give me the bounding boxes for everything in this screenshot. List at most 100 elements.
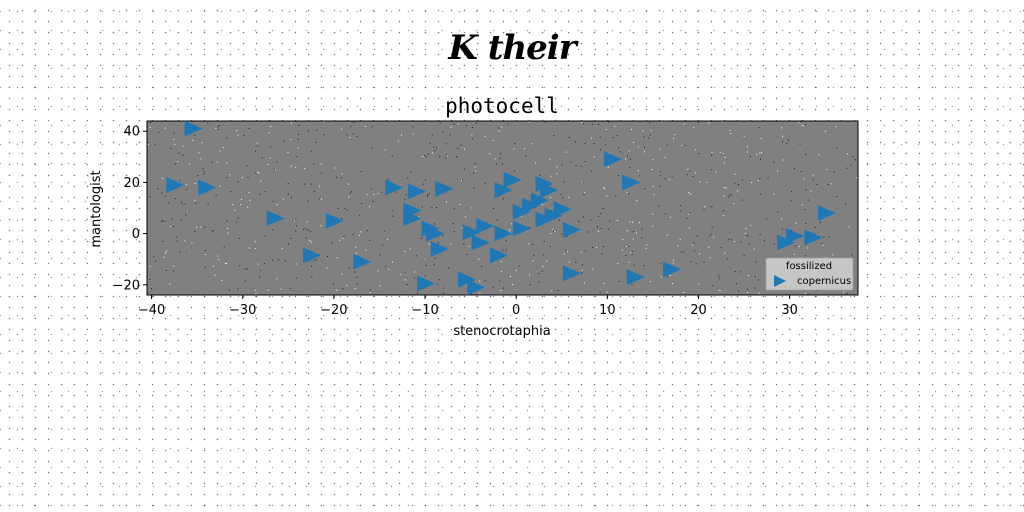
noise-speckle [498, 127, 500, 129]
noise-speckle [272, 229, 274, 231]
noise-speckle [169, 283, 171, 285]
noise-speckle [580, 251, 582, 253]
noise-speckle [217, 255, 219, 257]
noise-speckle [754, 276, 756, 278]
data-point [786, 228, 805, 245]
noise-speckle [846, 153, 848, 155]
noise-speckle [617, 262, 619, 264]
noise-speckle [748, 243, 750, 245]
noise-speckle [687, 192, 689, 194]
noise-speckle [767, 177, 769, 179]
noise-speckle [462, 179, 464, 181]
noise-speckle [743, 236, 745, 238]
noise-speckle [385, 265, 387, 267]
noise-speckle [587, 231, 589, 233]
noise-speckle [824, 130, 826, 132]
noise-speckle [218, 128, 220, 130]
noise-speckle [541, 204, 543, 206]
noise-speckle [241, 198, 243, 200]
noise-speckle [711, 206, 713, 208]
noise-speckle [525, 155, 527, 157]
noise-speckle [290, 165, 292, 167]
noise-speckle [182, 145, 184, 147]
noise-speckle [198, 152, 200, 154]
noise-speckle [290, 139, 292, 141]
noise-speckle [492, 286, 494, 288]
noise-speckle [484, 280, 486, 282]
noise-speckle [282, 198, 284, 200]
data-point [303, 247, 322, 264]
legend-marker [774, 275, 786, 287]
noise-speckle [729, 194, 731, 196]
noise-speckle [207, 122, 209, 124]
noise-speckle [590, 219, 592, 221]
noise-speckle [756, 153, 758, 155]
noise-speckle [201, 142, 203, 144]
noise-speckle [452, 223, 454, 225]
noise-speckle [724, 252, 726, 254]
noise-speckle [605, 128, 607, 130]
data-point [544, 207, 563, 224]
noise-speckle [426, 195, 428, 197]
noise-speckle [728, 238, 730, 240]
noise-speckle [425, 264, 427, 266]
noise-speckle [174, 144, 176, 146]
noise-speckle [711, 169, 713, 171]
noise-speckle [529, 284, 531, 286]
noise-speckle [706, 181, 708, 183]
noise-speckle [442, 131, 444, 133]
noise-speckle [807, 293, 809, 295]
noise-speckle [309, 240, 311, 242]
noise-speckle [401, 134, 403, 136]
noise-speckle [355, 246, 357, 248]
noise-speckle [191, 242, 193, 244]
noise-speckle [344, 208, 346, 210]
noise-speckle [255, 248, 257, 250]
noise-speckle [257, 171, 259, 173]
noise-speckle [734, 270, 736, 272]
noise-speckle [748, 275, 750, 277]
noise-speckle [514, 143, 516, 145]
noise-speckle [366, 194, 368, 196]
noise-speckle [257, 145, 259, 147]
noise-speckle [424, 258, 426, 260]
noise-speckle [259, 269, 261, 271]
noise-speckle [823, 236, 825, 238]
noise-speckle [226, 137, 228, 139]
noise-speckle [602, 208, 604, 210]
noise-speckle [598, 215, 600, 217]
noise-speckle [484, 182, 486, 184]
noise-speckle [666, 234, 668, 236]
noise-speckle [268, 132, 270, 134]
noise-speckle [226, 162, 228, 164]
noise-speckle [391, 155, 393, 157]
noise-speckle [392, 261, 394, 263]
noise-speckle [618, 280, 620, 282]
noise-speckle [226, 220, 228, 222]
noise-speckle [412, 126, 414, 128]
noise-speckle [590, 137, 592, 139]
noise-speckle [290, 237, 292, 239]
x-axis: −40 −30 −20 −10 0 10 20 30 [138, 295, 798, 318]
noise-speckle [723, 187, 725, 189]
noise-speckle [227, 232, 229, 234]
noise-speckle [688, 213, 690, 215]
noise-speckle [801, 124, 803, 126]
noise-speckle [777, 211, 779, 213]
noise-speckle [689, 212, 691, 214]
noise-speckle [348, 183, 350, 185]
noise-speckle [584, 192, 586, 194]
noise-speckle [633, 231, 635, 233]
noise-speckle [835, 126, 837, 128]
noise-speckle [575, 165, 577, 167]
noise-speckle [680, 205, 682, 207]
noise-speckle [843, 291, 845, 293]
noise-speckle [217, 126, 219, 128]
noise-speckle [747, 288, 749, 290]
noise-speckle [369, 289, 371, 291]
noise-speckle [581, 264, 583, 266]
noise-speckle [274, 169, 276, 171]
noise-speckle [735, 283, 737, 285]
noise-speckle [213, 229, 215, 231]
noise-speckle [628, 193, 630, 195]
